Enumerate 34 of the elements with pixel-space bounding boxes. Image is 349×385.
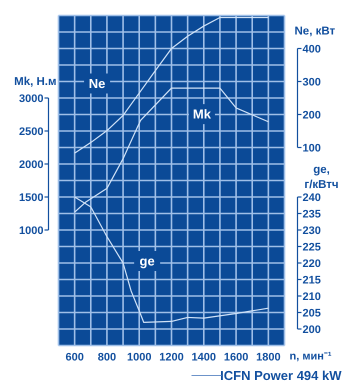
line-series — [74, 16, 269, 154]
y3-tick-label: 200 — [302, 324, 321, 336]
y3-axis-title: ge, г/кВтч — [304, 164, 339, 191]
x-tick-label: 1800 — [256, 352, 281, 364]
series-label: Mk — [192, 106, 212, 122]
y3-tick-label: 230 — [302, 225, 321, 237]
x-tick-label: 600 — [65, 352, 84, 364]
text: Ne — [88, 76, 106, 91]
y-tick-label: 1000 — [19, 225, 44, 237]
series-label: ge — [140, 254, 155, 269]
y-axis-title: Mk, Н.м — [14, 76, 56, 88]
y2-axis-title: Ne, кВт — [294, 26, 336, 38]
y-tick-label: 2500 — [19, 126, 44, 138]
x-tick-label: 1600 — [224, 352, 248, 364]
x-tick-label: 800 — [98, 352, 116, 364]
y3-tick-label: 240 — [302, 192, 321, 204]
y-tick-label: 1500 — [19, 192, 44, 204]
y2-tick-label: 200 — [302, 110, 321, 122]
x-axis-title: n, мин⁻¹ — [290, 350, 332, 362]
y-tick-label: 2000 — [19, 159, 44, 171]
y2-tick-label: 100 — [302, 142, 321, 154]
y-tick-label: 3000 — [19, 93, 44, 105]
y3-tick-label: 215 — [302, 274, 321, 286]
y3-tick-label: 220 — [302, 258, 321, 270]
x-tick-label: 1400 — [192, 352, 216, 364]
y3-tick-label: 210 — [302, 291, 321, 303]
y3-tick-label: 205 — [302, 308, 321, 320]
y3-tick-label: 225 — [302, 242, 321, 254]
x-tick-label: 1200 — [159, 352, 184, 364]
y2-tick-label: 300 — [302, 76, 321, 88]
y2-tick-label: 400 — [302, 44, 321, 56]
x-tick-label: 1000 — [126, 352, 152, 364]
y3-tick-label: 235 — [302, 208, 321, 220]
text: ICFN Power 494 kW — [220, 368, 342, 383]
